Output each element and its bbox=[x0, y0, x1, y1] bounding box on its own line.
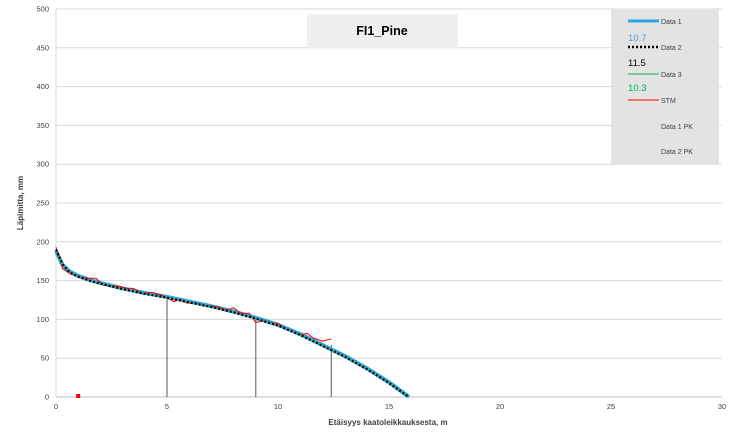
legend: Data 1 10.7 Data 2 11.5 Data 3 10.3 STM … bbox=[611, 9, 719, 165]
x-tick-label: 15 bbox=[385, 402, 393, 411]
legend-label-data-3: Data 3 bbox=[661, 72, 682, 79]
y-tick-label: 250 bbox=[36, 199, 49, 208]
x-tick-label: 25 bbox=[607, 402, 615, 411]
x-tick-label: 5 bbox=[165, 402, 169, 411]
x-axis-label: Etäisyys kaatoleikkauksesta, m bbox=[328, 418, 447, 427]
series-line-stm bbox=[55, 247, 332, 342]
legend-label-data-2-pk: Data 2 PK bbox=[661, 149, 693, 156]
legend-label-data-1-pk: Data 1 PK bbox=[661, 124, 693, 131]
series-line-data-3 bbox=[55, 252, 410, 398]
y-tick-label: 500 bbox=[36, 5, 49, 14]
marker-data-2-pk bbox=[76, 394, 81, 398]
series-lines bbox=[54, 247, 411, 399]
tick-labels: 0 50 100 150 200 250 300 350 400 450 500 0 5 10 15 20 25… bbox=[36, 5, 726, 412]
series-line-data-1 bbox=[54, 250, 411, 399]
legend-label-data-2: Data 2 bbox=[661, 45, 682, 52]
y-tick-label: 350 bbox=[36, 121, 49, 130]
series-line-data-2 bbox=[54, 249, 410, 398]
y-tick-label: 50 bbox=[41, 354, 49, 363]
legend-label-stm: STM bbox=[661, 98, 676, 105]
legend-value-data-1: 10.7 bbox=[628, 33, 647, 44]
y-tick-label: 400 bbox=[36, 82, 49, 91]
legend-value-data-3: 10.3 bbox=[628, 83, 647, 94]
y-tick-label: 150 bbox=[36, 276, 49, 285]
title-box bbox=[307, 14, 458, 48]
legend-label-data-1: Data 1 bbox=[661, 19, 682, 26]
y-tick-label: 200 bbox=[36, 237, 49, 246]
y-tick-label: 0 bbox=[45, 393, 49, 402]
x-tick-label: 0 bbox=[54, 402, 58, 411]
x-tick-label: 10 bbox=[274, 402, 282, 411]
x-tick-label: 20 bbox=[496, 402, 504, 411]
chart-title: FI1_Pine bbox=[356, 24, 407, 38]
y-tick-label: 300 bbox=[36, 160, 49, 169]
legend-value-data-2: 11.5 bbox=[628, 58, 646, 69]
legend-box bbox=[611, 9, 719, 165]
y-axis-label: Läpimitta, mm bbox=[16, 176, 25, 230]
y-tick-label: 450 bbox=[36, 43, 49, 52]
x-tick-label: 30 bbox=[718, 402, 726, 411]
y-tick-label: 100 bbox=[36, 315, 49, 324]
